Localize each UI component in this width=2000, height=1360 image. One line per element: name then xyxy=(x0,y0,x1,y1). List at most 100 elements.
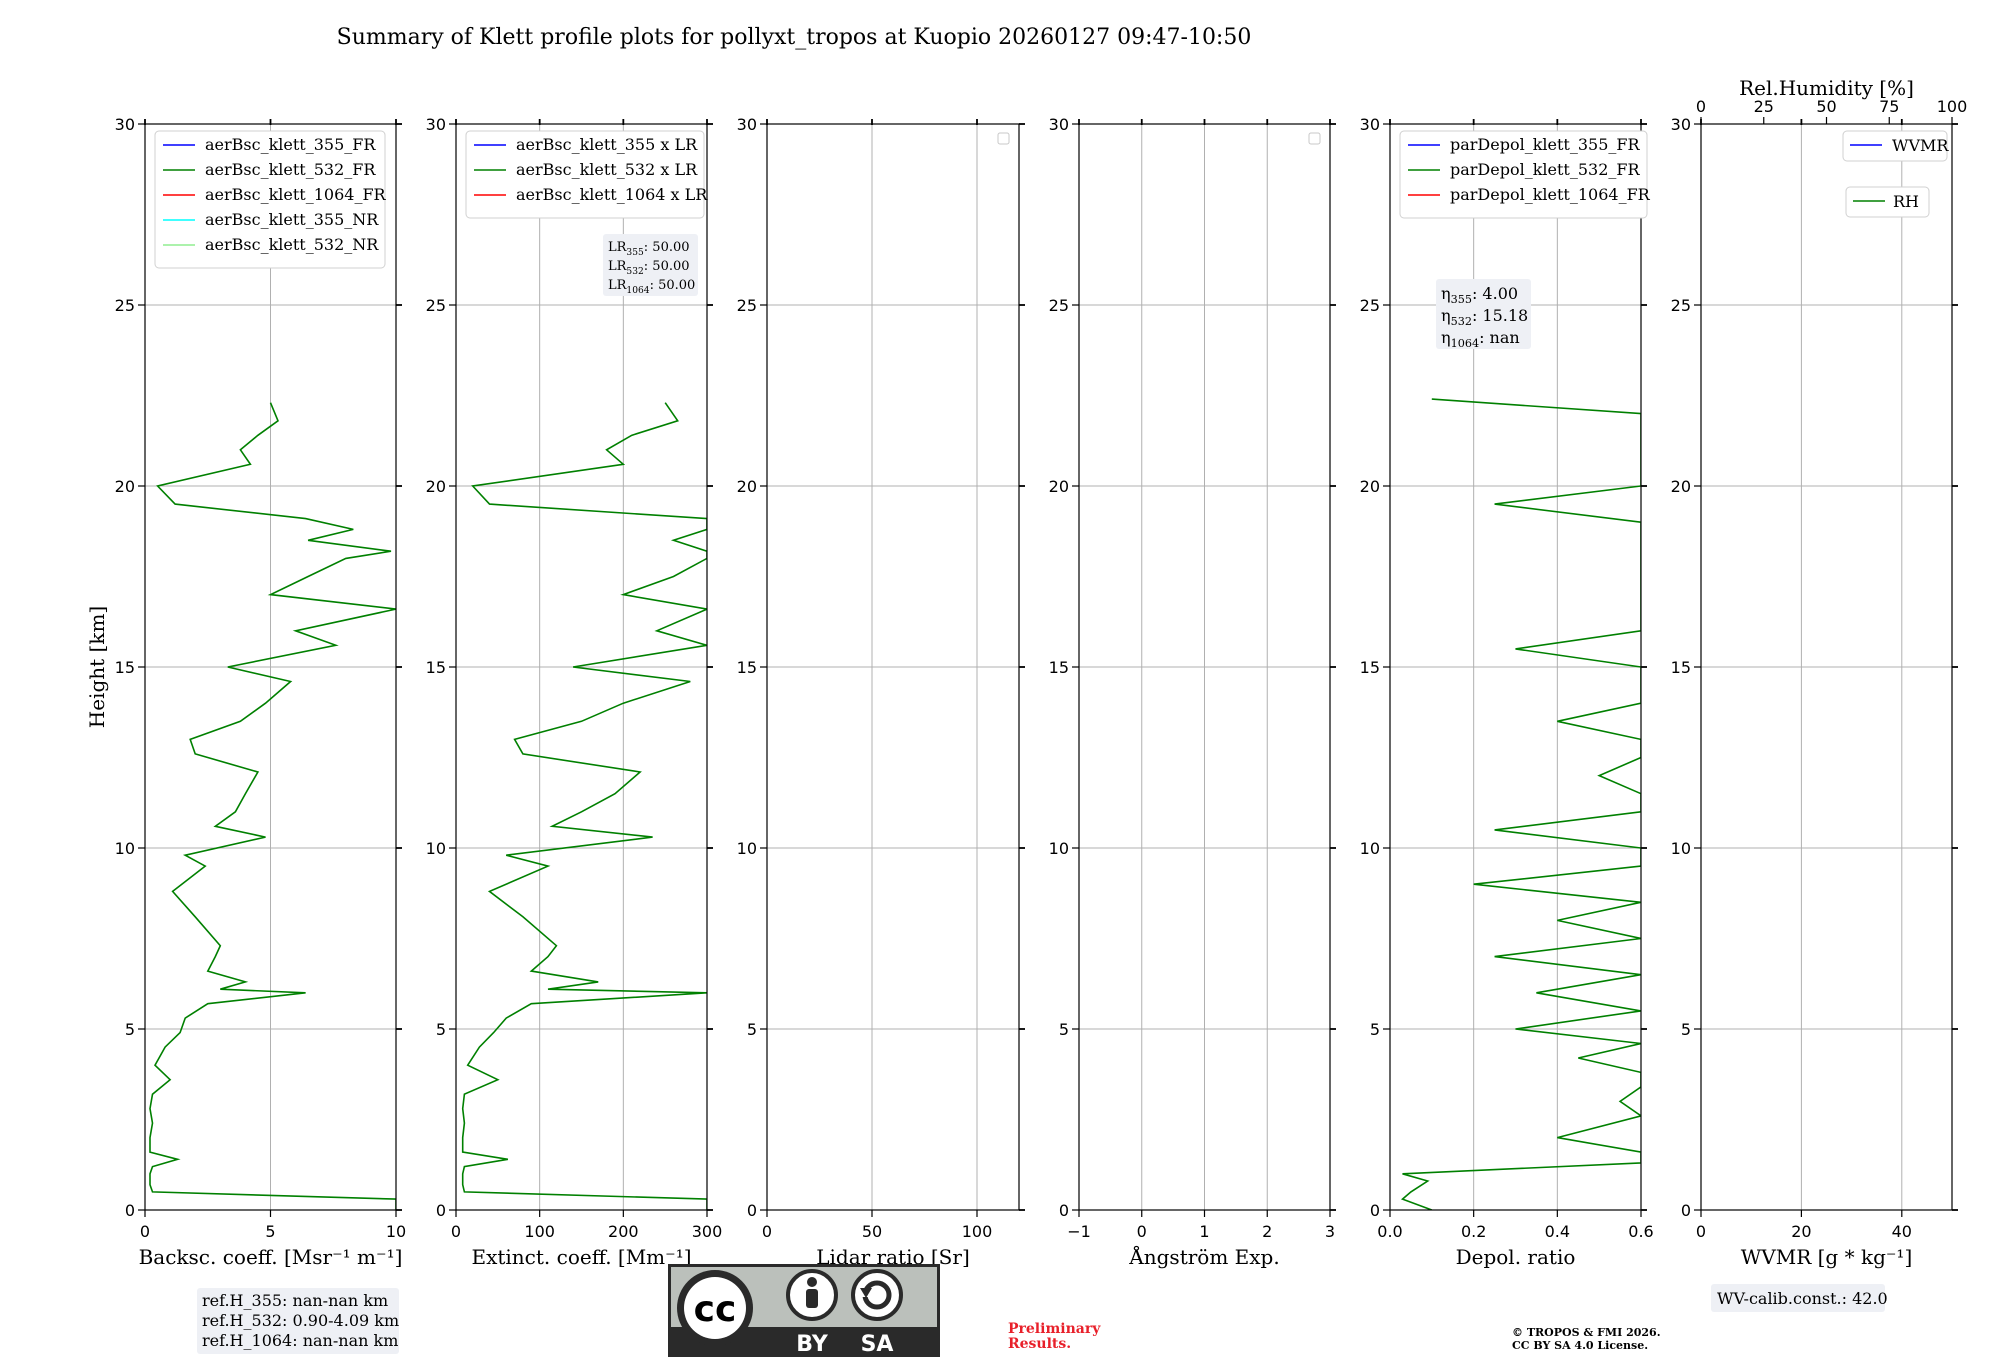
x-tick-label: 0 xyxy=(1137,1222,1147,1241)
legend-frame xyxy=(465,130,705,219)
y-tick-label: 15 xyxy=(737,658,757,677)
x-axis-label: Ångström Exp. xyxy=(1128,1244,1279,1269)
chart-title: Summary of Klett profile plots for polly… xyxy=(337,25,1252,50)
y-tick-label: 10 xyxy=(1049,839,1069,858)
ref-height-box xyxy=(197,1288,399,1354)
y-tick-label: 30 xyxy=(737,115,757,134)
y-tick-label: 15 xyxy=(426,658,446,677)
eta-text: η532: 15.18 xyxy=(1441,306,1528,328)
legend-entry: aerBsc_klett_355_FR xyxy=(205,135,376,154)
y-tick-label: 25 xyxy=(1049,296,1069,315)
y-tick-label: 30 xyxy=(426,115,446,134)
copyright-line-2: CC BY SA 4.0 License. xyxy=(1512,1339,1648,1352)
empty-legend xyxy=(997,132,1010,145)
eta-text: η355: 4.00 xyxy=(1441,284,1518,306)
legend-entry: aerBsc_klett_532_FR xyxy=(205,160,376,179)
y-axis-label: Height [km] xyxy=(85,606,109,728)
y-tick-label: 10 xyxy=(426,839,446,858)
y-tick-label: 10 xyxy=(1671,839,1691,858)
eta-box xyxy=(1436,279,1531,349)
ref-height-text: ref.H_1064: nan-nan km xyxy=(202,1331,398,1350)
x-tick-label: 0.6 xyxy=(1628,1222,1653,1241)
cc-circle-inner xyxy=(684,1277,746,1339)
x-tick-label: 0 xyxy=(762,1222,772,1241)
panel-depol: 0 5 10 15 20 25 30 0.0 0.2 0.4 0.6 Depol. ratio parD… xyxy=(1360,115,1654,1269)
x-tick-label: 300 xyxy=(692,1222,723,1241)
y-tick-label: 30 xyxy=(1671,115,1691,134)
legend-entry: WVMR xyxy=(1892,136,1949,155)
x-axis-label: Extinct. coeff. [Mm⁻¹] xyxy=(471,1245,691,1269)
y-tick-label: 25 xyxy=(1671,296,1691,315)
x-tick-label: 100 xyxy=(524,1222,555,1241)
ref-height-text: ref.H_532: 0.90-4.09 km xyxy=(202,1311,399,1330)
x-tick-label: 50 xyxy=(862,1222,882,1241)
y-tick-label: 15 xyxy=(1360,658,1380,677)
legend-frame xyxy=(1845,186,1930,218)
y-tick-label: 20 xyxy=(115,477,135,496)
y-tick-label: 25 xyxy=(426,296,446,315)
top-x-tick-label: 0 xyxy=(1696,97,1706,116)
y-tick-label: 0 xyxy=(125,1201,135,1220)
y-tick-label: 20 xyxy=(1671,477,1691,496)
sa-share-icon xyxy=(851,1269,903,1321)
y-tick-label: 5 xyxy=(436,1020,446,1039)
y-tick-label: 30 xyxy=(1049,115,1069,134)
y-tick-label: 10 xyxy=(737,839,757,858)
ref-height-text: ref.H_355: nan-nan km xyxy=(202,1291,388,1310)
by-label: BY xyxy=(796,1332,829,1357)
legend-entry: aerBsc_klett_1064_FR xyxy=(205,185,387,204)
y-tick-label: 20 xyxy=(1360,477,1380,496)
y-tick-label: 15 xyxy=(115,658,135,677)
x-tick-label: 100 xyxy=(962,1222,993,1241)
y-tick-label: 0 xyxy=(1370,1201,1380,1220)
y-tick-label: 5 xyxy=(1370,1020,1380,1039)
x-tick-label: 2 xyxy=(1262,1222,1272,1241)
lidar-ratio-text: LR1064: 50.00 xyxy=(608,278,695,296)
legend: aerBsc_klett_355 x LR aerBsc_klett_532 x … xyxy=(465,130,708,219)
x-tick-label: 0 xyxy=(140,1222,150,1241)
series-aerBsc_klett_532 x LR xyxy=(461,402,707,1210)
y-tick-label: 30 xyxy=(1360,115,1380,134)
preliminary-line-2: Results. xyxy=(1008,1336,1071,1352)
legend-entry: parDepol_klett_1064_FR xyxy=(1450,185,1651,204)
y-tick-label: 0 xyxy=(1681,1201,1691,1220)
series-aerBsc_klett_532_FR xyxy=(149,402,396,1210)
x-tick-label: 0.2 xyxy=(1461,1222,1486,1241)
wv-calib-box xyxy=(1711,1284,1885,1312)
x-axis-label: Backsc. coeff. [Msr⁻¹ m⁻¹] xyxy=(139,1245,403,1269)
legend-entry: RH xyxy=(1893,192,1919,211)
y-tick-label: 15 xyxy=(1671,658,1691,677)
x-tick-label: 0.4 xyxy=(1545,1222,1570,1241)
y-tick-label: 10 xyxy=(1360,839,1380,858)
x-tick-label: 10 xyxy=(386,1222,406,1241)
legend-entry: aerBsc_klett_532 x LR xyxy=(516,160,698,179)
legend-entry: aerBsc_klett_1064 x LR xyxy=(516,185,708,204)
x-tick-label: 0 xyxy=(451,1222,461,1241)
x-tick-label: 3 xyxy=(1325,1222,1335,1241)
lidar-ratio-text: LR532: 50.00 xyxy=(608,259,690,277)
y-tick-label: 5 xyxy=(747,1020,757,1039)
cc-license-badge: cc BY SA xyxy=(668,1264,940,1357)
x-tick-label: 200 xyxy=(608,1222,639,1241)
y-tick-label: 5 xyxy=(1059,1020,1069,1039)
y-tick-label: 0 xyxy=(1059,1201,1069,1220)
x-tick-label: 20 xyxy=(1791,1222,1811,1241)
legend-entry: aerBsc_klett_532_NR xyxy=(205,235,379,254)
top-x-tick-label: 100 xyxy=(1937,97,1968,116)
legend: parDepol_klett_355_FR parDepol_klett_532_… xyxy=(1399,130,1651,219)
by-person-icon xyxy=(786,1269,838,1321)
x-tick-label: −1 xyxy=(1067,1222,1091,1241)
preliminary-line-1: Preliminary xyxy=(1008,1321,1101,1337)
y-tick-label: 20 xyxy=(737,477,757,496)
cc-icon-label: cc xyxy=(694,1289,737,1330)
x-axis-label: WVMR [g * kg⁻¹] xyxy=(1741,1245,1913,1269)
eta-text: η1064: nan xyxy=(1441,328,1520,350)
lidar-ratio-box xyxy=(603,234,698,296)
legend-frame xyxy=(1399,130,1648,219)
legend-entry: parDepol_klett_355_FR xyxy=(1450,135,1641,154)
top-x-axis-label: Rel.Humidity [%] xyxy=(1739,76,1914,100)
legend: WVMR RH xyxy=(1842,130,1949,218)
